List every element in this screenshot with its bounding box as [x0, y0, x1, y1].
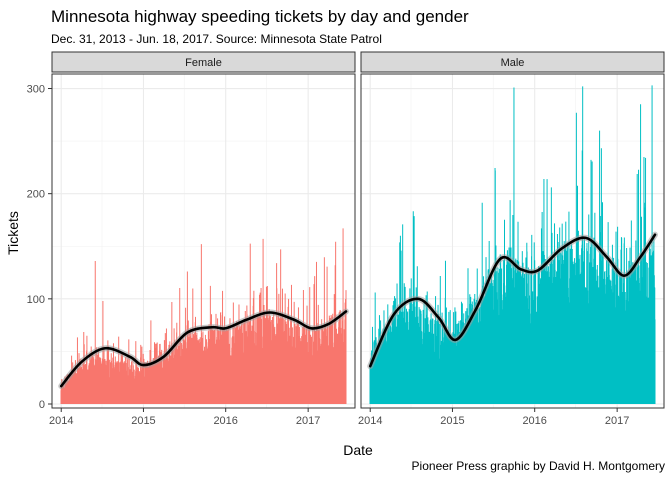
facet-strip: [51, 51, 356, 73]
facet-panels: Female 2014 2015 2016 2017 0 100 200 300 Male 2014…: [27, 51, 665, 427]
x-axis-title: Date: [343, 442, 373, 458]
chart-caption: Pioneer Press graphic by David H. Montgo…: [412, 459, 665, 473]
y-tick-label: 0: [39, 399, 45, 411]
y-tick-label: 200: [27, 189, 45, 201]
x-tick-label: 2016: [522, 415, 546, 427]
panel-border: [360, 73, 665, 409]
chart-title: Minnesota highway speeding tickets by da…: [51, 7, 469, 26]
trend-line-male: [368, 233, 657, 368]
y-tick-label: 300: [27, 84, 45, 96]
x-tick-label: 2014: [49, 415, 73, 427]
x-tick-label: 2017: [296, 415, 320, 427]
x-tick-label: 2014: [358, 415, 382, 427]
daily-ticket-bars: [369, 85, 656, 404]
panel-male: Male 2014 2015 2016 2017: [358, 51, 665, 427]
chart-subtitle: Dec. 31, 2013 - Jun. 18, 2017. Source: M…: [51, 32, 382, 46]
y-axis-title: Tickets: [5, 211, 21, 255]
facet-strip-label: Male: [501, 57, 525, 69]
x-tick-label: 2015: [440, 415, 464, 427]
x-tick-label: 2015: [131, 415, 155, 427]
panel-border: [51, 73, 356, 409]
daily-bars-male: [369, 85, 656, 404]
facet-strip-label: Female: [185, 57, 222, 69]
panel-female: Female 2014 2015 2016 2017 0 100 200 300: [27, 51, 356, 427]
daily-bars-female: [60, 228, 347, 404]
x-tick-label: 2016: [213, 415, 237, 427]
y-tick-label: 100: [27, 294, 45, 306]
trend-line-female: [59, 310, 348, 388]
x-tick-label: 2017: [605, 415, 629, 427]
daily-ticket-bars: [60, 228, 347, 404]
facet-strip: [360, 51, 665, 73]
